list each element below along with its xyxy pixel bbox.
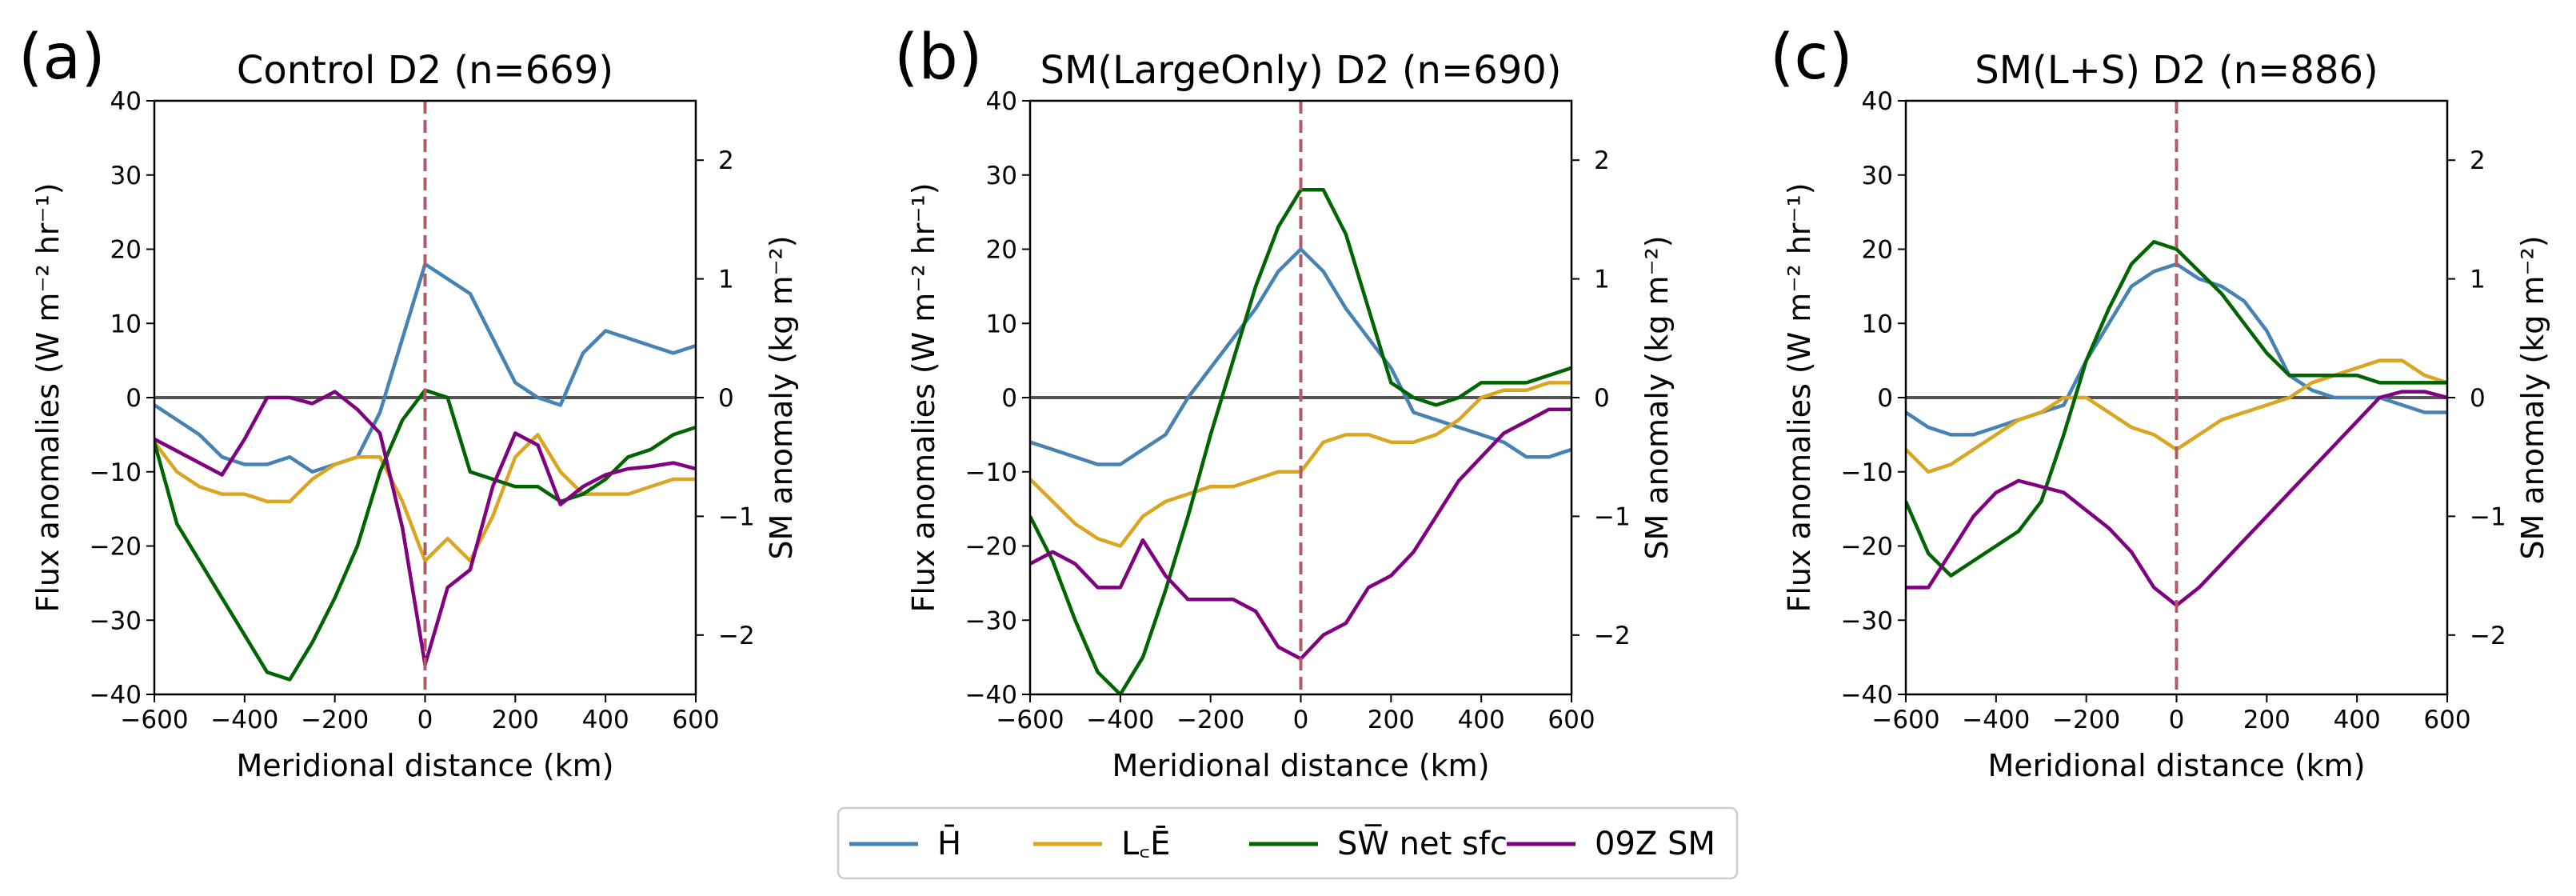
y-axis-label: Flux anomalies (W m⁻² hr⁻¹) xyxy=(906,182,941,612)
y-right-tick-label: 2 xyxy=(718,146,734,175)
y-right-tick-label: 1 xyxy=(1594,266,1610,294)
y-right-tick-label: −1 xyxy=(1594,502,1631,531)
y-tick-label: 30 xyxy=(110,162,142,190)
y-tick-label: 10 xyxy=(1862,310,1893,338)
x-tick-label: −400 xyxy=(210,706,278,734)
y-right-tick-label: −2 xyxy=(1594,622,1631,650)
y-axis-label: Flux anomalies (W m⁻² hr⁻¹) xyxy=(30,182,66,612)
y-tick-label: 30 xyxy=(986,162,1017,190)
x-axis-label: Meridional distance (km) xyxy=(1112,748,1489,783)
y-right-tick-label: 0 xyxy=(1594,384,1610,413)
series-line-LE xyxy=(154,433,696,563)
x-tick-label: 600 xyxy=(1548,706,1595,734)
panel-label: (c) xyxy=(1770,22,1853,94)
legend: H̄ L꜀Ē SW̅ net sfc 09Z SM xyxy=(837,806,1739,880)
y-tick-label: −20 xyxy=(90,533,142,562)
x-axis-label: Meridional distance (km) xyxy=(236,748,613,783)
panels: −600 −400 −200 0 200 400 600−40−30−20−10010203… xyxy=(18,22,2550,783)
x-tick-label: 0 xyxy=(2169,706,2185,734)
x-tick-label: −600 xyxy=(996,706,1064,734)
y-right-tick-label: −2 xyxy=(2470,622,2506,650)
x-tick-label: −200 xyxy=(301,706,369,734)
x-tick-label: 600 xyxy=(2423,706,2470,734)
y-tick-label: −30 xyxy=(1841,606,1893,635)
y-tick-label: 20 xyxy=(1862,236,1893,265)
x-tick-label: 400 xyxy=(1458,706,1505,734)
y-right-axis-label: SM anomaly (kg m⁻²) xyxy=(1639,235,1675,559)
y-tick-label: 40 xyxy=(110,87,142,116)
chart-title: Control D2 (n=669) xyxy=(237,48,613,93)
legend-entry: 09Z SM xyxy=(1507,826,1715,862)
legend-entry: L꜀Ē xyxy=(1033,825,1170,862)
legend-label: SW̅ net sfc xyxy=(1337,824,1508,862)
y-tick-label: −10 xyxy=(965,458,1017,487)
chart-title: SM(LargeOnly) D2 (n=690) xyxy=(1040,48,1561,93)
x-tick-label: −600 xyxy=(120,706,188,734)
y-tick-label: −10 xyxy=(90,458,142,487)
y-right-axis-label: SM anomaly (kg m⁻²) xyxy=(764,235,799,559)
y-tick-label: 0 xyxy=(1877,384,1893,413)
x-tick-label: −400 xyxy=(1962,706,2030,734)
legend-entry: SW̅ net sfc xyxy=(1249,824,1508,862)
y-tick-label: −40 xyxy=(90,681,142,710)
y-tick-label: −10 xyxy=(1841,458,1893,487)
y-tick-label: 10 xyxy=(110,310,142,338)
x-tick-label: 400 xyxy=(582,706,629,734)
y-right-tick-label: 1 xyxy=(718,266,734,294)
y-right-tick-label: −1 xyxy=(718,502,755,531)
x-tick-label: 200 xyxy=(492,706,539,734)
x-tick-label: −200 xyxy=(1176,706,1244,734)
series-line-SW xyxy=(1906,239,2447,578)
y-right-tick-label: 2 xyxy=(1594,146,1610,175)
y-tick-label: 40 xyxy=(1862,87,1893,116)
y-right-tick-label: 2 xyxy=(2470,146,2486,175)
chart-panel-1: −600 −400 −200 0 200 400 600−40−30−20−10010203… xyxy=(18,22,799,783)
y-tick-label: 40 xyxy=(986,87,1017,116)
y-right-axis-label: SM anomaly (kg m⁻²) xyxy=(2515,235,2550,559)
y-right-tick-label: 0 xyxy=(2470,384,2486,413)
y-tick-label: −20 xyxy=(965,533,1017,562)
x-tick-label: 400 xyxy=(2334,706,2381,734)
y-right-tick-label: −2 xyxy=(718,622,755,650)
chart-panel-2: −600 −400 −200 0 200 400 600−40−30−20−10010203… xyxy=(894,22,1675,783)
y-tick-label: −20 xyxy=(1841,533,1893,562)
x-tick-label: 200 xyxy=(2243,706,2290,734)
x-tick-label: −600 xyxy=(1871,706,1939,734)
panel-label: (a) xyxy=(18,22,106,94)
x-tick-label: 0 xyxy=(417,706,433,734)
x-tick-label: 600 xyxy=(672,706,719,734)
y-tick-label: 30 xyxy=(1862,162,1893,190)
y-tick-label: −40 xyxy=(965,681,1017,710)
y-right-tick-label: 1 xyxy=(2470,266,2486,294)
legend-label: L꜀Ē xyxy=(1121,825,1170,862)
legend-label: H̄ xyxy=(937,824,961,862)
y-axis-label: Flux anomalies (W m⁻² hr⁻¹) xyxy=(1782,182,1817,612)
chart-title: SM(L+S) D2 (n=886) xyxy=(1975,48,2378,93)
y-tick-label: −30 xyxy=(90,606,142,635)
y-tick-label: 20 xyxy=(986,236,1017,265)
x-tick-label: 0 xyxy=(1293,706,1309,734)
y-tick-label: 20 xyxy=(110,236,142,265)
y-tick-label: 0 xyxy=(1001,384,1017,413)
legend-label: 09Z SM xyxy=(1595,826,1715,862)
y-tick-label: 0 xyxy=(126,384,142,413)
x-axis-label: Meridional distance (km) xyxy=(1987,748,2365,783)
y-right-tick-label: 0 xyxy=(718,384,734,413)
legend-entry: H̄ xyxy=(849,824,961,862)
chart-panel-3: −600 −400 −200 0 200 400 600−40−30−20−10010203… xyxy=(1770,22,2550,783)
y-tick-label: 10 xyxy=(986,310,1017,338)
y-right-tick-label: −1 xyxy=(2470,502,2506,531)
series-line-H xyxy=(1030,247,1572,466)
x-tick-label: 200 xyxy=(1368,706,1415,734)
panel-label: (b) xyxy=(894,22,982,94)
x-tick-label: −400 xyxy=(1086,706,1154,734)
y-tick-label: −30 xyxy=(965,606,1017,635)
y-tick-label: −40 xyxy=(1841,681,1893,710)
x-tick-label: −200 xyxy=(2052,706,2120,734)
